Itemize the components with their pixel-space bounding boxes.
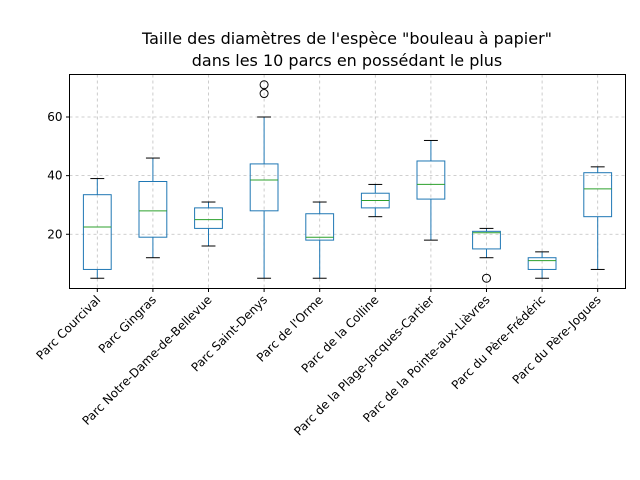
grid: [69, 74, 626, 289]
flier-point: [259, 89, 269, 99]
box-group-6: [360, 183, 390, 218]
box-iqr: [194, 207, 223, 229]
box-iqr: [416, 160, 446, 200]
box-group-4: [249, 80, 279, 279]
boxes: [82, 80, 613, 283]
box-iqr: [138, 181, 168, 238]
box-group-1: [82, 178, 112, 279]
flier-point: [259, 80, 269, 90]
box-group-7: [416, 139, 446, 241]
box-iqr: [583, 172, 613, 218]
y-tick-label: 20: [47, 227, 62, 241]
box-iqr: [472, 230, 501, 250]
plot-frame: [69, 74, 626, 289]
y-tick-label: 60: [47, 110, 62, 124]
box-group-3: [194, 201, 223, 247]
box-iqr: [82, 194, 112, 270]
box-group-8: [472, 227, 501, 283]
chart-title-line-1: Taille des diamètres de l'espèce "boulea…: [141, 29, 552, 48]
x-tick-label: Parc du Père-Frédéric: [449, 293, 548, 392]
chart-title-line-2: dans les 10 parcs en possédant le plus: [192, 51, 503, 70]
box-group-10: [583, 166, 613, 270]
flier-point: [482, 273, 491, 283]
box-group-9: [527, 251, 557, 279]
x-tick-label: Parc Courcival: [34, 293, 104, 363]
box-iqr: [527, 257, 557, 270]
box-iqr: [249, 163, 279, 212]
y-tick-label: 40: [47, 169, 62, 183]
box-iqr: [305, 213, 335, 241]
box-group-2: [138, 157, 168, 259]
box-group-5: [305, 201, 335, 279]
